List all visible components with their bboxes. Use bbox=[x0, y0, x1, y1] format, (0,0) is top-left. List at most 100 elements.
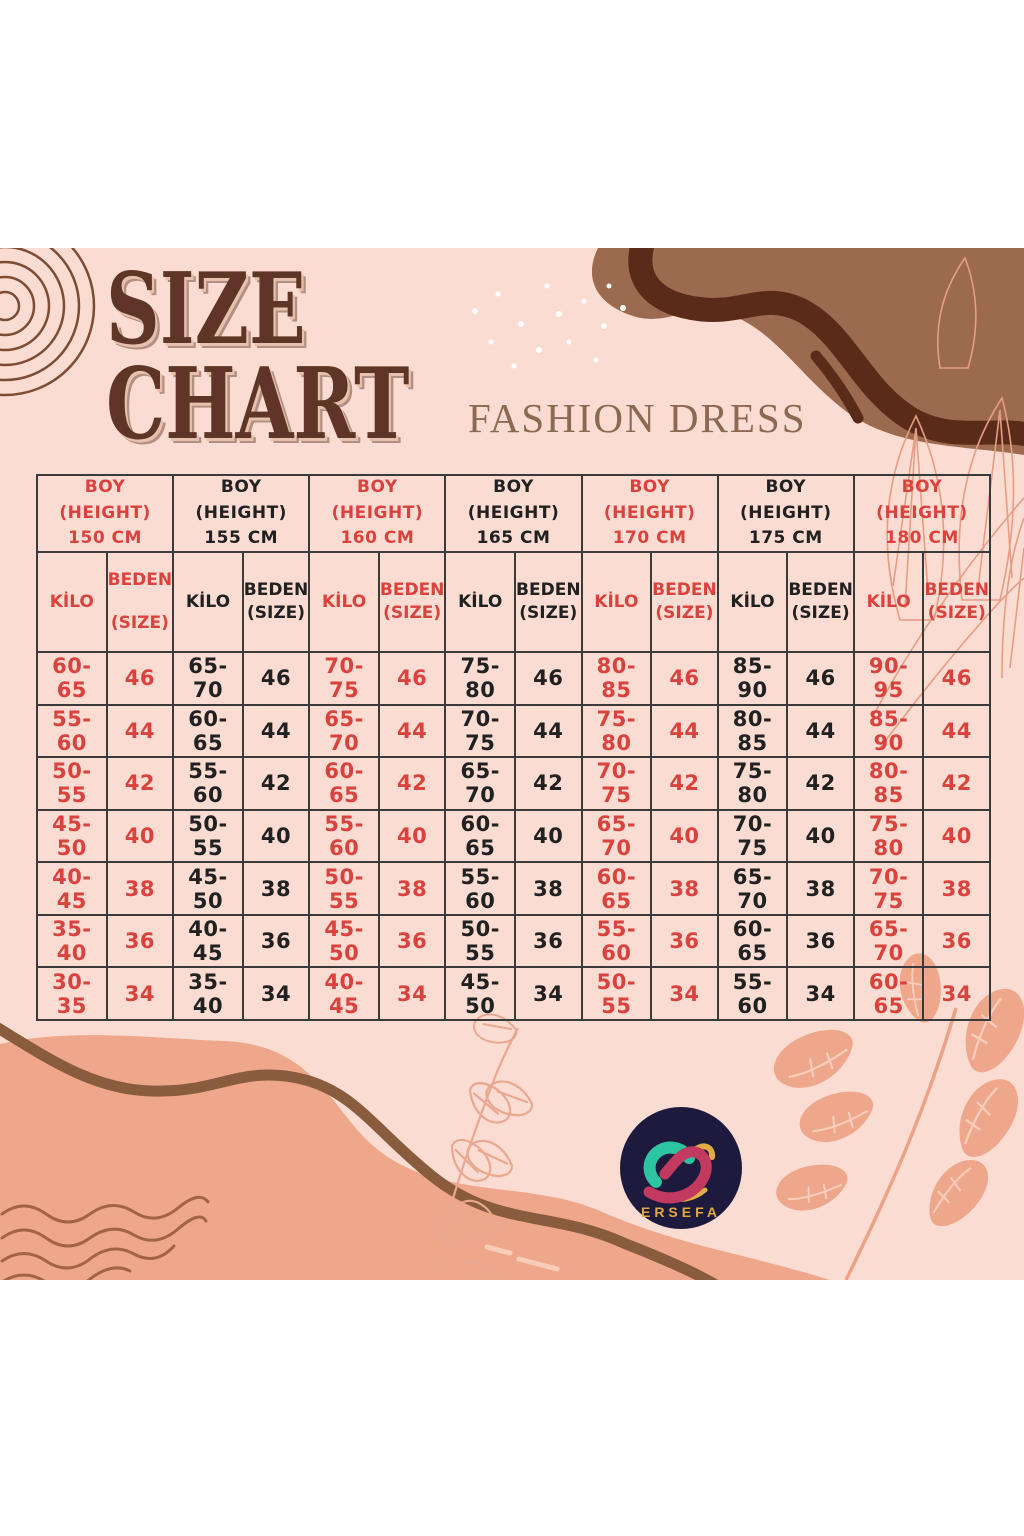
kilo-cell: 85-90 bbox=[854, 705, 925, 759]
size-cell: 40 bbox=[107, 810, 175, 864]
size-cell: 44 bbox=[652, 705, 719, 759]
size-header: BEDEN (SIZE) bbox=[107, 553, 175, 653]
kilo-cell: 50-55 bbox=[310, 863, 380, 916]
kilo-cell: 45-50 bbox=[310, 915, 380, 969]
height-header: BOY (HEIGHT) 175 CM bbox=[718, 476, 855, 553]
kilo-cell: 70-75 bbox=[582, 758, 653, 811]
kilo-cell: 60-65 bbox=[854, 968, 925, 1021]
brown-wavy-line bbox=[0, 1022, 719, 1280]
size-cell: 42 bbox=[107, 758, 175, 811]
size-cell: 44 bbox=[379, 705, 447, 759]
size-cell: 38 bbox=[924, 863, 991, 916]
size-cell: 46 bbox=[379, 653, 447, 706]
kilo-cell: 45-50 bbox=[174, 863, 244, 916]
kilo-cell: 65-70 bbox=[582, 810, 653, 864]
size-cell: 42 bbox=[788, 758, 855, 811]
squiggle-lines bbox=[0, 1195, 210, 1280]
white-specks bbox=[472, 283, 626, 369]
kilo-cell: 60-65 bbox=[582, 863, 653, 916]
size-cell: 40 bbox=[516, 810, 583, 864]
kilo-cell: 75-80 bbox=[718, 758, 789, 811]
kilo-cell: 50-55 bbox=[446, 915, 517, 969]
size-header: BEDEN (SIZE) bbox=[243, 553, 311, 653]
brand-logo: ERSEFA bbox=[620, 1107, 742, 1229]
size-cell: 38 bbox=[379, 863, 447, 916]
kilo-header: KİLO bbox=[310, 553, 380, 653]
kilo-header: KİLO bbox=[174, 553, 244, 653]
size-cell: 44 bbox=[924, 705, 991, 759]
kilo-cell: 45-50 bbox=[38, 810, 108, 864]
size-cell: 34 bbox=[924, 968, 991, 1021]
size-cell: 34 bbox=[516, 968, 583, 1021]
size-header: BEDEN (SIZE) bbox=[652, 553, 719, 653]
dash-accents bbox=[484, 1244, 560, 1272]
kilo-cell: 80-85 bbox=[854, 758, 925, 811]
poster-content: SIZE CHART FASHION DRESS BOY (HEIGHT) 150 … bbox=[0, 248, 1024, 1280]
size-cell: 34 bbox=[107, 968, 175, 1021]
bottom-left-blob bbox=[0, 1035, 830, 1280]
kilo-cell: 40-45 bbox=[38, 863, 108, 916]
kilo-cell: 55-60 bbox=[174, 758, 244, 811]
kilo-cell: 75-80 bbox=[446, 653, 517, 706]
size-cell: 38 bbox=[243, 863, 311, 916]
size-cell: 36 bbox=[516, 915, 583, 969]
kilo-cell: 85-90 bbox=[718, 653, 789, 706]
size-header: BEDEN (SIZE) bbox=[516, 553, 583, 653]
kilo-cell: 60-65 bbox=[718, 915, 789, 969]
size-cell: 44 bbox=[516, 705, 583, 759]
height-header: BOY (HEIGHT) 155 CM bbox=[174, 476, 311, 553]
kilo-cell: 35-40 bbox=[38, 915, 108, 969]
kilo-cell: 50-55 bbox=[38, 758, 108, 811]
kilo-cell: 55-60 bbox=[446, 863, 517, 916]
size-cell: 34 bbox=[379, 968, 447, 1021]
size-cell: 46 bbox=[924, 653, 991, 706]
kilo-cell: 55-60 bbox=[582, 915, 653, 969]
bottom-right-leaf-branch bbox=[770, 947, 1024, 1280]
kilo-cell: 60-65 bbox=[310, 758, 380, 811]
kilo-cell: 65-70 bbox=[718, 863, 789, 916]
kilo-header: KİLO bbox=[718, 553, 789, 653]
size-cell: 38 bbox=[788, 863, 855, 916]
size-cell: 36 bbox=[243, 915, 311, 969]
kilo-cell: 50-55 bbox=[174, 810, 244, 864]
size-cell: 34 bbox=[788, 968, 855, 1021]
center-leaf-branch-art bbox=[424, 1007, 534, 1280]
kilo-header: KİLO bbox=[854, 553, 925, 653]
page-title: SIZE CHART bbox=[106, 261, 505, 462]
kilo-cell: 40-45 bbox=[310, 968, 380, 1021]
kilo-cell: 35-40 bbox=[174, 968, 244, 1021]
size-cell: 36 bbox=[652, 915, 719, 969]
size-cell: 42 bbox=[652, 758, 719, 811]
kilo-cell: 80-85 bbox=[582, 653, 653, 706]
size-cell: 42 bbox=[516, 758, 583, 811]
size-cell: 36 bbox=[379, 915, 447, 969]
size-cell: 36 bbox=[107, 915, 175, 969]
size-cell: 46 bbox=[107, 653, 175, 706]
kilo-cell: 55-60 bbox=[310, 810, 380, 864]
size-cell: 46 bbox=[652, 653, 719, 706]
kilo-cell: 65-70 bbox=[854, 915, 925, 969]
kilo-cell: 75-80 bbox=[582, 705, 653, 759]
kilo-cell: 70-75 bbox=[718, 810, 789, 864]
concentric-circles-art bbox=[0, 248, 96, 397]
kilo-header: KİLO bbox=[38, 553, 108, 653]
kilo-cell: 80-85 bbox=[718, 705, 789, 759]
height-header: BOY (HEIGHT) 170 CM bbox=[582, 476, 719, 553]
size-cell: 46 bbox=[788, 653, 855, 706]
kilo-cell: 45-50 bbox=[446, 968, 517, 1021]
size-cell: 38 bbox=[107, 863, 175, 916]
size-cell: 44 bbox=[243, 705, 311, 759]
size-cell: 40 bbox=[788, 810, 855, 864]
kilo-cell: 60-65 bbox=[174, 705, 244, 759]
kilo-cell: 50-55 bbox=[582, 968, 653, 1021]
title-line-2: CHART bbox=[106, 347, 410, 462]
size-cell: 34 bbox=[652, 968, 719, 1021]
logo-text: ERSEFA bbox=[641, 1204, 721, 1220]
kilo-cell: 55-60 bbox=[718, 968, 789, 1021]
size-cell: 40 bbox=[379, 810, 447, 864]
kilo-cell: 75-80 bbox=[854, 810, 925, 864]
kilo-header: KİLO bbox=[446, 553, 517, 653]
fan-leaves-art bbox=[871, 256, 1024, 749]
subtitle: FASHION DRESS bbox=[468, 395, 807, 441]
size-header: BEDEN (SIZE) bbox=[924, 553, 991, 653]
